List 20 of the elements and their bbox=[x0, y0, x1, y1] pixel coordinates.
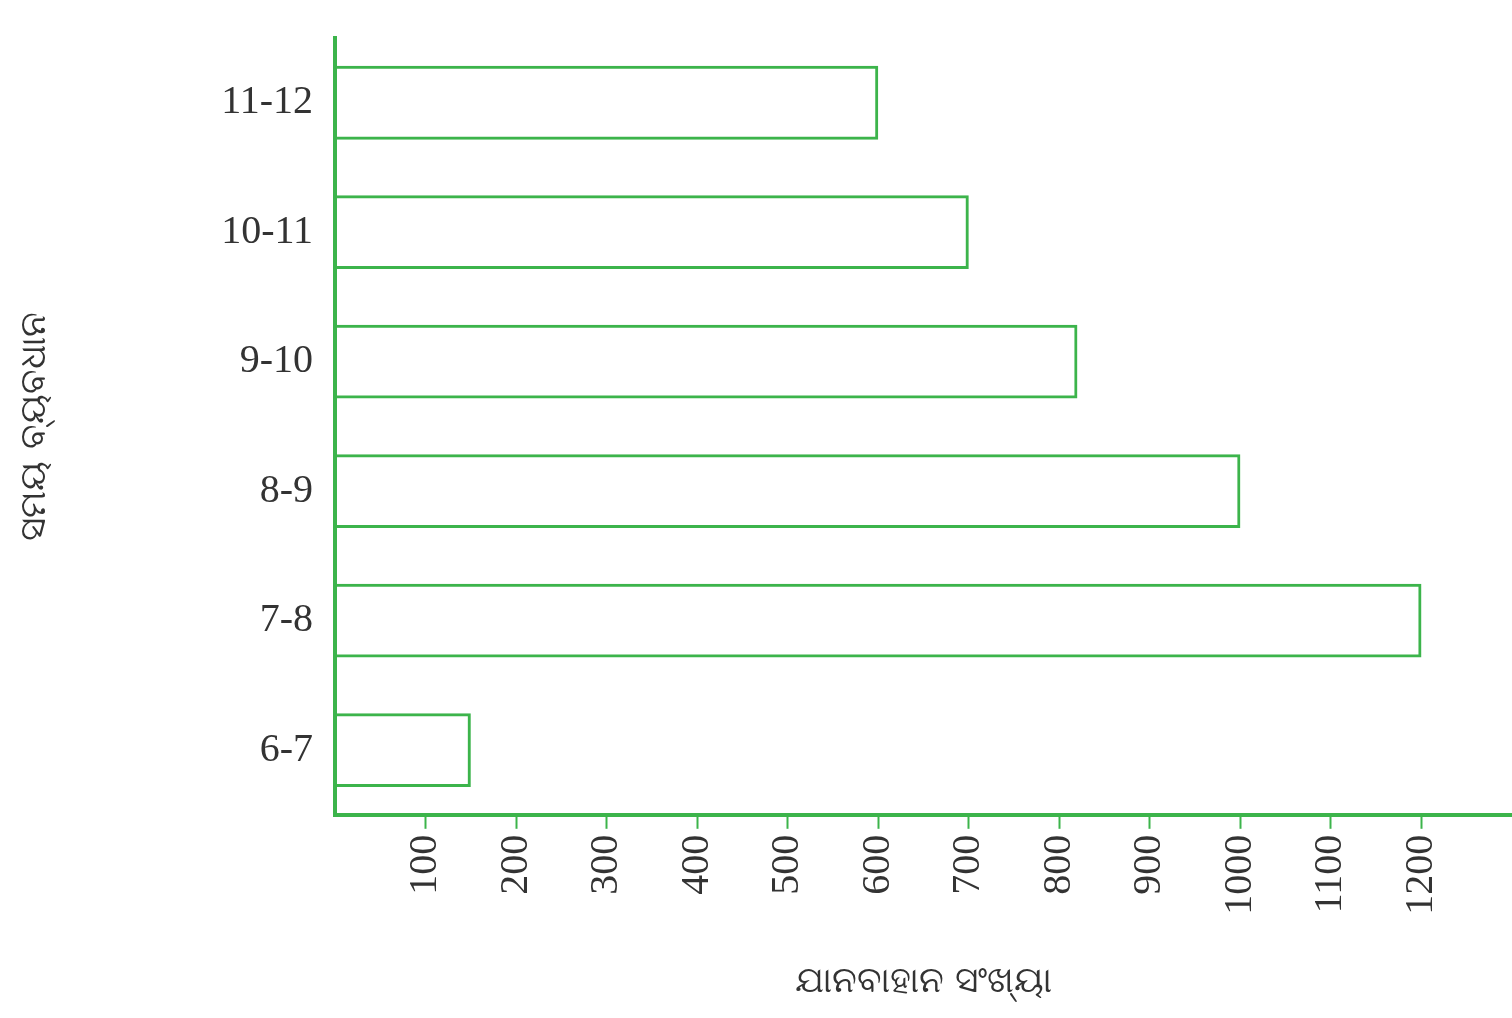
y-tick-label: 9-10 bbox=[239, 336, 314, 382]
y-tick-label: 7-8 bbox=[259, 595, 314, 641]
x-tick-label: 500 bbox=[762, 834, 808, 895]
x-tick-label: 1100 bbox=[1305, 834, 1351, 914]
x-tick-label: 800 bbox=[1033, 834, 1079, 895]
x-tick-label: 1200 bbox=[1395, 834, 1441, 915]
y-tick-label: 8-9 bbox=[259, 465, 314, 511]
y-tick-label: 6-7 bbox=[259, 724, 314, 770]
x-tick-label: 100 bbox=[400, 834, 446, 895]
x-axis-title: ଯାନବାହାନ ସଂଖ୍ୟା bbox=[794, 958, 1053, 1002]
x-tick-label: 1000 bbox=[1214, 834, 1260, 915]
x-tick-label: 200 bbox=[490, 834, 536, 895]
x-tick-label: 300 bbox=[581, 834, 627, 895]
x-tick-label: 900 bbox=[1124, 834, 1170, 895]
y-axis-title: ସମୟ ବ୍ୟବଧାନ bbox=[11, 312, 55, 541]
x-tick-label: 400 bbox=[671, 834, 717, 895]
y-tick-label: 10-11 bbox=[221, 206, 314, 252]
x-tick-label: 700 bbox=[943, 834, 989, 895]
x-tick-label: 600 bbox=[852, 834, 898, 895]
y-tick-label: 11-12 bbox=[221, 77, 314, 123]
